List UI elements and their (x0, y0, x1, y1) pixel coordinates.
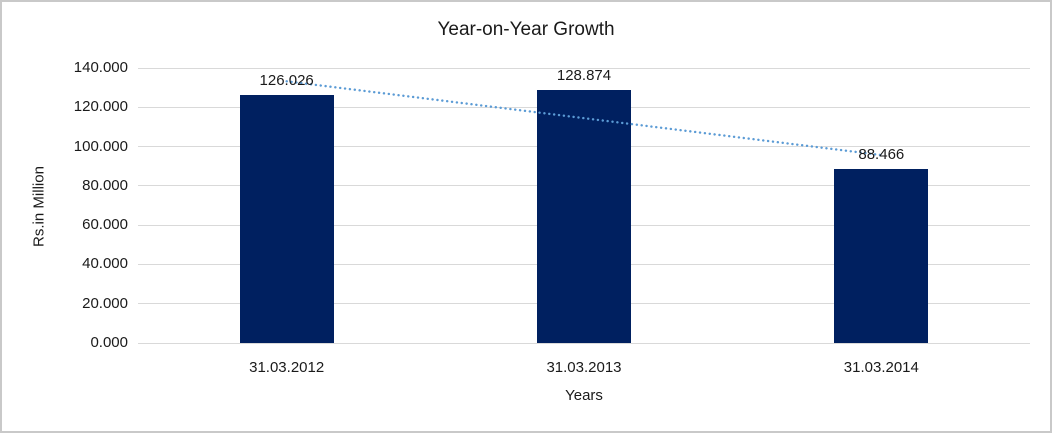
bar (239, 95, 334, 343)
value-label: 128.874 (556, 66, 612, 84)
bar (537, 89, 631, 343)
y-tick-label: 20.000 (82, 294, 128, 312)
y-tick-label: 60.000 (82, 216, 128, 234)
x-axis-title: Years (565, 387, 603, 404)
y-axis-title: Rs.in Million (30, 166, 48, 247)
x-tick-label: 31.03.2012 (249, 359, 325, 376)
bar (834, 169, 929, 343)
y-tick-label: 0.000 (90, 334, 128, 351)
y-tick-label: 120.000 (73, 98, 128, 116)
y-tick-label: 80.000 (82, 176, 128, 194)
gridline (138, 342, 1030, 344)
y-tick-label: 140.000 (73, 59, 128, 76)
x-tick-label: 31.03.2014 (843, 359, 919, 376)
gridline (138, 67, 1030, 69)
y-tick-label: 100.000 (73, 137, 128, 155)
y-tick-label: 40.000 (82, 255, 128, 273)
x-tick-label: 31.03.2013 (546, 359, 622, 376)
value-label: 88.466 (858, 146, 905, 164)
value-label: 126.026 (259, 72, 314, 90)
chart-title: Year-on-Year Growth (437, 19, 615, 40)
